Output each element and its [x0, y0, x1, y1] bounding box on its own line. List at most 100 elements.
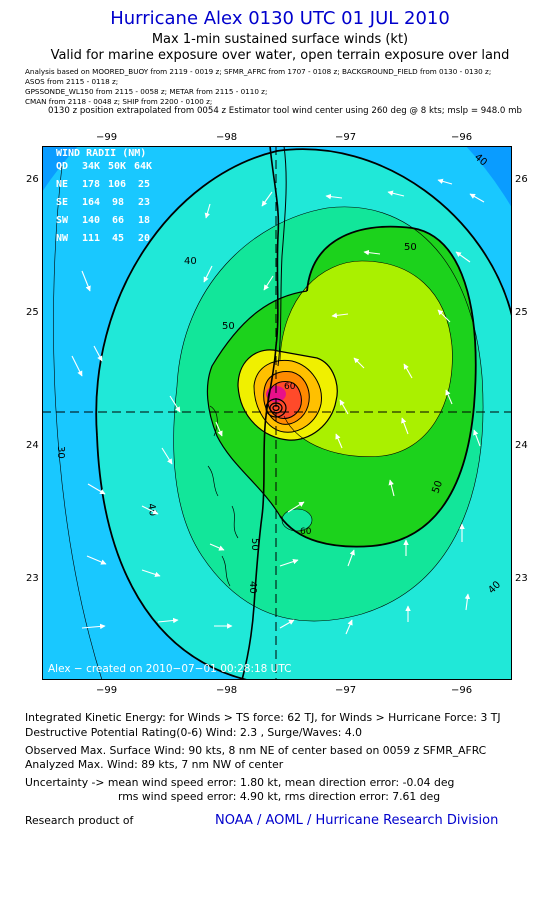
- wind-arrow: [353, 357, 365, 369]
- lat-tick-left: 25: [26, 307, 39, 318]
- wind-arrow: [279, 558, 299, 567]
- subtitle-exposure: Valid for marine exposure over water, op…: [50, 48, 510, 63]
- hrd-credit: NOAA / AOML / Hurricane Research Divisio…: [215, 813, 499, 828]
- wind-radii-quadrant: NW: [56, 233, 69, 244]
- subtitle-winds: Max 1-min sustained surface winds (kt): [151, 32, 409, 47]
- wind-arrow: [209, 543, 225, 551]
- wind-radii-header-34k: 34K: [82, 161, 100, 172]
- wind-radii-value: 23: [138, 197, 150, 208]
- lat-tick-right: 25: [515, 307, 528, 318]
- lon-tick-bottom: −97: [335, 685, 357, 696]
- lon-tick-top: −96: [451, 132, 473, 143]
- wind-arrow: [261, 191, 273, 207]
- wind-arrow: [325, 193, 343, 200]
- contour-55kt: [279, 260, 453, 457]
- coast-detail: [207, 405, 239, 587]
- wind-arrow: [215, 421, 223, 437]
- map-title: Hurricane Alex 0130 UTC 01 JUL 2010: [110, 8, 450, 29]
- dpr-text: Destructive Potential Rating(0-6) Wind: …: [25, 726, 363, 739]
- wind-arrow: [279, 619, 295, 629]
- contour-label: 50: [222, 321, 235, 332]
- wind-radii-title: WIND RADII (NM): [56, 148, 146, 159]
- wind-arrow: [445, 389, 453, 405]
- contour-60kt: [237, 349, 338, 441]
- wind-arrow: [81, 623, 106, 630]
- contour-label: 60: [300, 527, 312, 537]
- wind-arrow: [473, 429, 481, 447]
- wind-arrow: [81, 270, 91, 292]
- wind-radii-value: 18: [138, 215, 150, 226]
- wind-arrow: [401, 417, 409, 435]
- position-note: 0130 z position extrapolated from 0054 z…: [48, 106, 522, 116]
- wind-radii-value: 140: [82, 215, 100, 226]
- contour-65kt: [253, 359, 322, 433]
- lat-tick-left: 26: [26, 174, 39, 185]
- wind-arrow: [388, 479, 395, 497]
- contour-80kt: [267, 381, 302, 419]
- wind-radii-quadrant: SE: [56, 197, 68, 208]
- analysis-line: CMAN from 2118 - 0048 z; SHIP from 2200 …: [25, 97, 213, 106]
- wind-radii-header-50k: 50K: [108, 161, 126, 172]
- lat-tick-left: 23: [26, 573, 39, 584]
- wind-radii-table: WIND RADII (NM) QD 34K 50K 64K NE 178 10…: [56, 148, 152, 244]
- lat-tick-right: 24: [515, 440, 528, 451]
- wind-radii-value: 25: [138, 179, 150, 190]
- wind-arrow: [71, 355, 83, 377]
- contour-70kt: [263, 371, 310, 425]
- wind-arrow: [347, 549, 355, 567]
- wind-arrow: [335, 433, 343, 449]
- lon-tick-top: −98: [216, 132, 238, 143]
- wind-radii-value: 178: [82, 179, 100, 190]
- contour-label: 60: [284, 382, 296, 392]
- uncertainty-rms: rms wind speed error: 4.90 kt, rms direc…: [118, 790, 441, 803]
- wind-band-45-island: [282, 509, 312, 531]
- wind-radii-value: 20: [138, 233, 150, 244]
- contour-label: 40: [145, 503, 158, 517]
- analysis-line: GPSSONDE_WL150 from 2115 - 0058 z; METAR…: [25, 87, 268, 96]
- wind-radii-header-qd: QD: [56, 161, 68, 172]
- observed-max-wind: Observed Max. Surface Wind: 90 kts, 8 nm…: [25, 744, 487, 757]
- analysis-line: ASOS from 2115 - 0118 z;: [25, 77, 119, 86]
- ike-text: Integrated Kinetic Energy: for Winds > T…: [25, 711, 501, 724]
- lon-tick-bottom: −96: [451, 685, 473, 696]
- contour-label: 50: [404, 242, 417, 253]
- lon-tick-top: −99: [96, 132, 118, 143]
- lat-tick-right: 23: [515, 573, 528, 584]
- wind-arrow: [161, 447, 173, 465]
- wind-arrow: [469, 193, 485, 203]
- lat-tick-left: 24: [26, 440, 39, 451]
- contour-34kt: [96, 435, 248, 680]
- wind-arrow: [387, 190, 405, 197]
- wind-radii-value: 106: [108, 179, 126, 190]
- wind-radii-header-64k: 64K: [134, 161, 152, 172]
- wind-arrow: [86, 555, 107, 565]
- lon-tick-bottom: −99: [96, 685, 118, 696]
- uncertainty-mean: Uncertainty -> mean wind speed error: 1.…: [25, 776, 455, 789]
- wind-arrow: [437, 309, 451, 323]
- wind-arrow: [169, 395, 181, 413]
- wind-radii-value: 66: [112, 215, 124, 226]
- contour-50kt: [279, 225, 477, 548]
- wind-radii-quadrant: SW: [56, 215, 69, 226]
- barrier-island: [277, 146, 287, 367]
- wind-radii-quadrant: NE: [56, 179, 68, 190]
- contour-45kt: [173, 206, 484, 622]
- wind-arrow: [287, 501, 305, 513]
- wind-arrow: [403, 363, 413, 379]
- lon-tick-top: −97: [335, 132, 357, 143]
- wind-arrow: [345, 619, 353, 635]
- wind-arrow: [141, 505, 159, 515]
- wind-arrow: [363, 249, 381, 256]
- created-stamp: Alex − created on 2010−07−01 00:28:18 UT…: [48, 663, 292, 675]
- wind-arrow: [339, 399, 349, 415]
- wind-radii-value: 98: [112, 197, 124, 208]
- wind-arrow: [157, 617, 179, 624]
- wind-arrow: [141, 569, 161, 578]
- wind-field-map: 40 50 50 30 40 60 40 50 40 50 40 60: [42, 146, 512, 680]
- contour-label: 50: [430, 479, 445, 495]
- wind-radii-value: 45: [112, 233, 124, 244]
- wind-arrow: [455, 251, 471, 263]
- wind-arrow: [437, 178, 453, 185]
- analysis-line: Analysis based on MOORED_BUOY from 2119 …: [25, 67, 492, 76]
- wind-radii-value: 111: [82, 233, 100, 244]
